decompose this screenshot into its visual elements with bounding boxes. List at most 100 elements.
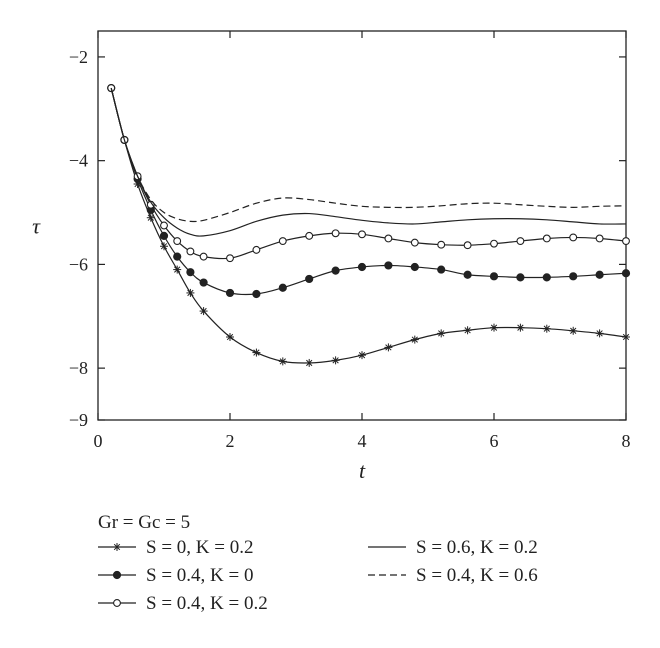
series-5 xyxy=(110,87,627,223)
data-point xyxy=(410,335,419,344)
x-tick-label: 6 xyxy=(490,431,499,451)
data-point xyxy=(463,241,472,250)
data-point xyxy=(410,238,419,247)
data-point xyxy=(226,333,234,342)
legend-label: S = 0.4, K = 0.2 xyxy=(146,593,268,614)
data-point xyxy=(489,272,499,281)
data-point xyxy=(437,240,446,249)
x-tick-label: 0 xyxy=(94,431,103,451)
data-point xyxy=(305,358,314,367)
data-point xyxy=(358,230,366,239)
x-tick-label: 2 xyxy=(226,431,235,451)
data-point xyxy=(569,233,578,242)
data-point xyxy=(542,273,551,282)
data-point xyxy=(331,356,340,365)
data-point xyxy=(278,357,287,366)
data-point xyxy=(542,324,551,333)
data-point xyxy=(278,283,287,292)
data-point xyxy=(595,270,604,279)
legend-item: S = 0.6, K = 0.2 xyxy=(368,537,538,558)
data-point xyxy=(621,269,631,278)
data-point xyxy=(384,261,393,270)
data-point xyxy=(252,348,261,357)
data-point xyxy=(542,234,551,243)
series-line xyxy=(110,87,627,296)
data-point xyxy=(410,262,419,272)
x-tick-label: 4 xyxy=(358,431,367,451)
data-point xyxy=(186,247,195,256)
data-point xyxy=(437,265,446,274)
y-tick-label: −6 xyxy=(69,254,88,274)
data-point xyxy=(358,351,366,360)
series-line xyxy=(110,87,627,260)
data-point xyxy=(186,288,195,297)
series-layer xyxy=(107,83,631,367)
data-point xyxy=(357,262,367,272)
series-1 xyxy=(107,84,630,367)
data-point xyxy=(159,231,169,240)
data-point xyxy=(252,289,261,299)
x-axis-ticks: 0 2 4 6 8 xyxy=(94,31,631,451)
x-tick-label: 8 xyxy=(622,431,631,451)
legend-label: S = 0.4, K = 0.6 xyxy=(416,565,538,586)
series-line xyxy=(110,87,627,223)
legend-item: S = 0, K = 0.2 xyxy=(98,537,253,558)
data-point xyxy=(113,599,121,607)
data-point xyxy=(463,326,472,335)
data-point xyxy=(331,266,340,275)
y-tick-label: −4 xyxy=(69,151,88,171)
data-point xyxy=(113,543,121,551)
series-line xyxy=(110,87,627,364)
data-point xyxy=(305,231,314,240)
data-point xyxy=(595,234,604,243)
data-point xyxy=(490,239,498,248)
series-4 xyxy=(110,87,627,237)
data-point xyxy=(173,237,182,246)
data-point xyxy=(160,221,168,230)
data-point xyxy=(160,242,168,251)
series-3 xyxy=(107,84,630,263)
data-point xyxy=(384,234,393,243)
y-axis-ticks: −2 −4 −6 −8 −9 xyxy=(69,47,626,430)
data-point xyxy=(569,326,578,335)
data-point xyxy=(516,237,525,246)
data-point xyxy=(437,329,446,338)
series-2 xyxy=(107,83,631,299)
data-point xyxy=(595,329,604,338)
data-point xyxy=(490,323,498,332)
data-point xyxy=(331,229,340,238)
y-tick-label: −9 xyxy=(69,410,88,430)
x-axis-label: t xyxy=(359,458,366,483)
plot-border xyxy=(97,30,627,421)
data-point xyxy=(146,213,155,222)
data-point xyxy=(225,288,235,298)
data-point xyxy=(622,333,630,342)
legend-item: S = 0.4, K = 0 xyxy=(98,565,253,586)
data-point xyxy=(622,237,630,246)
plot-frame xyxy=(97,30,627,421)
data-point xyxy=(463,270,472,279)
data-point xyxy=(173,265,182,274)
legend-label: S = 0.4, K = 0 xyxy=(146,565,253,586)
legend-label: S = 0.6, K = 0.2 xyxy=(416,537,538,558)
data-point xyxy=(516,273,525,282)
data-point xyxy=(516,323,525,332)
data-point xyxy=(252,245,261,254)
data-point xyxy=(199,252,208,261)
data-point xyxy=(278,237,287,246)
legend-item: S = 0.4, K = 0.6 xyxy=(368,565,538,586)
series-line xyxy=(110,87,627,237)
data-point xyxy=(569,272,578,281)
legend-title: Gr = Gc = 5 xyxy=(98,512,190,533)
data-point xyxy=(186,268,195,277)
y-tick-label: −8 xyxy=(69,358,88,378)
data-point xyxy=(199,278,208,287)
data-point xyxy=(173,252,182,261)
y-tick-label: −2 xyxy=(69,47,88,67)
data-point xyxy=(305,274,314,284)
legend-item: S = 0.4, K = 0.2 xyxy=(98,593,268,614)
legend-label: S = 0, K = 0.2 xyxy=(146,537,253,558)
legend: Gr = Gc = 5 S = 0, K = 0.2 S = 0.4, K = 0… xyxy=(98,512,538,614)
data-point xyxy=(199,307,208,316)
